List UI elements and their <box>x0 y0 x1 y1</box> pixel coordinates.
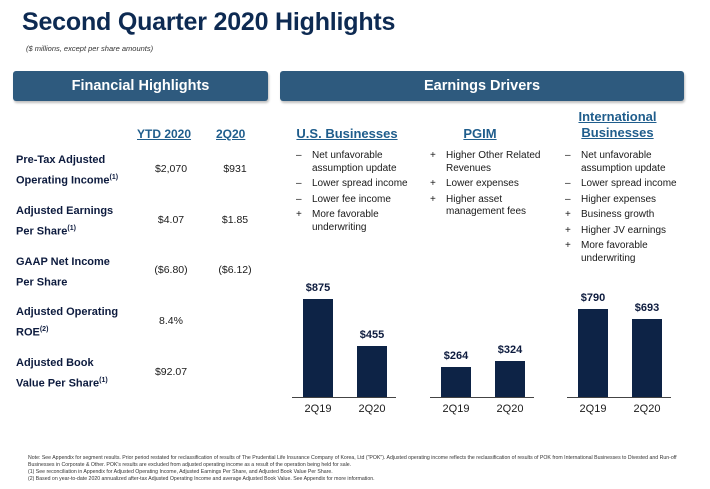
footnote-2: (2) Based on year-to-date 2020 annualize… <box>28 476 375 482</box>
value-q2-pretax: $931 <box>223 163 247 175</box>
driver-list-international: – Net unfavorable assumption update – Lowe… <box>565 150 695 268</box>
value-ytd-eps: $4.07 <box>157 214 185 226</box>
page-title: Second Quarter 2020 Highlights <box>22 8 396 36</box>
bar-label-pgim-2q19: $264 <box>443 350 469 362</box>
category-label-pgim-2q19: 2Q19 <box>442 403 470 415</box>
driver-heading-us: U.S. Businesses <box>296 126 398 141</box>
list-item: + Lower expenses <box>430 178 519 189</box>
list-item: + Higher Other Related Revenues <box>430 150 541 174</box>
value-ytd-bvps: $92.07 <box>154 366 188 378</box>
list-item: + Higher JV earnings <box>565 224 667 236</box>
category-label-international-2q19: 2Q19 <box>579 403 607 415</box>
metric-label-gaap: GAAP Net Income Per Share <box>16 256 110 289</box>
axis-baseline-us <box>292 397 396 398</box>
page-subtitle: ($ millions, except per share amounts) <box>26 44 154 53</box>
list-item: – Lower spread income <box>296 178 408 189</box>
list-item: – Lower fee income <box>296 193 391 205</box>
bar-international-2q20 <box>632 319 662 397</box>
list-item: + Higher asset management fees <box>430 193 527 218</box>
footnote-note: Note: See Appendix for segment results. … <box>28 455 677 468</box>
axis-baseline-international <box>567 397 671 398</box>
financial-highlights-banner: Financial Highlights <box>13 71 268 101</box>
axis-baseline-pgim <box>430 397 534 398</box>
value-ytd-gaap: ($6.80) <box>154 264 188 276</box>
list-item: – Net unfavorable assumption update <box>565 150 666 174</box>
list-item: – Higher expenses <box>565 193 657 205</box>
metric-label-bvps: Adjusted Book Value Per Share(1) <box>16 357 108 390</box>
bar-label-us-2q20: $455 <box>359 329 385 341</box>
footnote-1: (1) See reconciliation in Appendix for A… <box>28 469 333 475</box>
value-q2-eps: $1.85 <box>221 214 249 226</box>
value-q2-gaap: ($6.12) <box>218 264 252 276</box>
bar-label-international-2q20: $693 <box>634 302 660 314</box>
driver-list-pgim: + Higher Other Related Revenues + Lower ex… <box>430 150 555 222</box>
category-label-pgim-2q20: 2Q20 <box>496 403 524 415</box>
metric-label-pretax: Pre-Tax Adjusted Operating Income(1) <box>16 154 119 187</box>
bar-label-international-2q19: $790 <box>580 292 606 304</box>
value-ytd-pretax: $2,070 <box>154 163 188 175</box>
list-item: – Lower spread income <box>565 178 677 189</box>
list-item: + More favorable underwriting <box>296 209 379 233</box>
metric-label-eps: Adjusted Earnings Per Share(1) <box>16 205 114 238</box>
bar-label-us-2q19: $875 <box>305 282 331 294</box>
list-item: – Net unfavorable assumption update <box>296 150 397 174</box>
driver-heading-pgim: PGIM <box>463 126 497 141</box>
bar-international-2q19 <box>578 309 608 397</box>
driver-heading-international: International Businesses <box>578 109 657 140</box>
bar-label-pgim-2q20: $324 <box>497 344 523 356</box>
footnotes: Note: See Appendix for segment results. … <box>28 455 688 483</box>
metric-label-roe: Adjusted Operating ROE(2) <box>16 306 119 339</box>
value-ytd-roe: 8.4% <box>159 315 183 327</box>
list-item: + More favorable underwriting <box>565 240 648 264</box>
earnings-drivers-banner: Earnings Drivers <box>280 71 684 101</box>
col-header-2q20: 2Q20 <box>216 127 246 141</box>
category-label-us-2q20: 2Q20 <box>358 403 386 415</box>
bar-pgim-2q20 <box>495 361 525 397</box>
bar-us-2q19 <box>303 299 333 397</box>
category-label-international-2q20: 2Q20 <box>633 403 661 415</box>
col-header-ytd: YTD 2020 <box>137 127 192 141</box>
list-item: + Business growth <box>565 209 655 220</box>
driver-list-us: – Net unfavorable assumption update – Lowe… <box>296 150 426 237</box>
bar-pgim-2q19 <box>441 367 471 397</box>
bar-us-2q20 <box>357 346 387 397</box>
category-label-us-2q19: 2Q19 <box>304 403 332 415</box>
